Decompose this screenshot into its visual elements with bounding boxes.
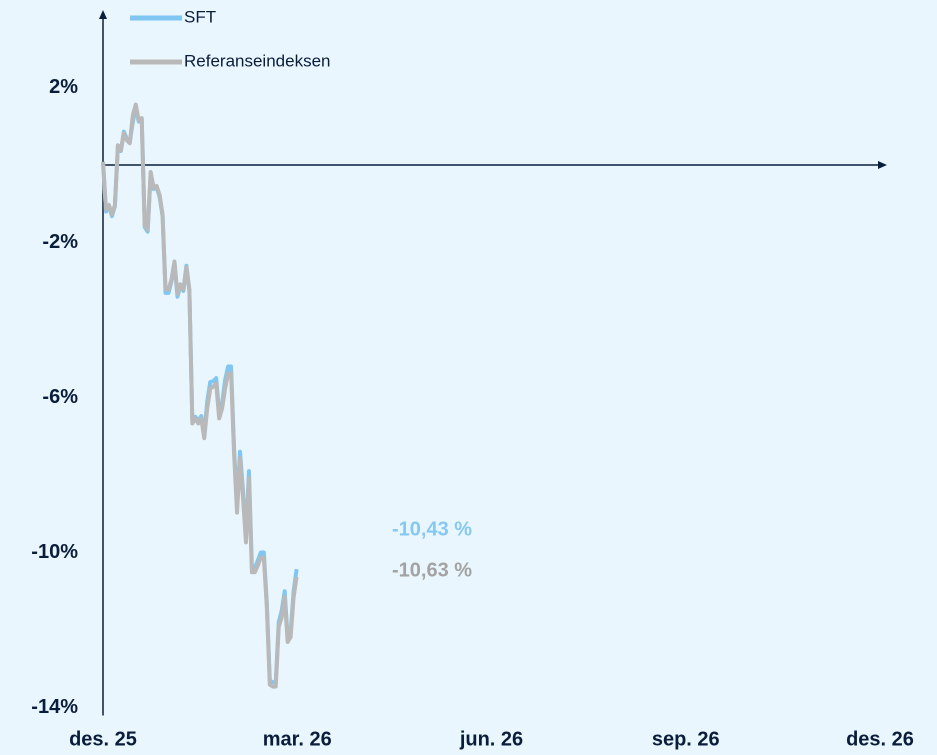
legend-label: Referanseindeksen xyxy=(184,51,330,70)
x-tick-label: des. 26 xyxy=(846,728,914,750)
y-tick-label: 2% xyxy=(49,76,78,98)
y-tick-label: -14% xyxy=(31,696,78,718)
y-tick-label: -6% xyxy=(42,386,78,408)
y-tick-label: -2% xyxy=(42,231,78,253)
legend-label: SFT xyxy=(184,7,216,26)
x-axis-arrow xyxy=(878,161,887,169)
y-tick-label: -10% xyxy=(31,541,78,563)
annotation: -10,63 % xyxy=(392,559,472,581)
y-axis-arrow xyxy=(99,10,107,19)
series-line xyxy=(101,102,299,689)
x-tick-label: jun. 26 xyxy=(459,728,523,750)
annotation: -10,43 % xyxy=(392,518,472,540)
x-tick-label: mar. 26 xyxy=(263,728,332,750)
x-tick-label: sep. 26 xyxy=(652,728,720,750)
x-tick-label: des. 25 xyxy=(69,728,137,750)
